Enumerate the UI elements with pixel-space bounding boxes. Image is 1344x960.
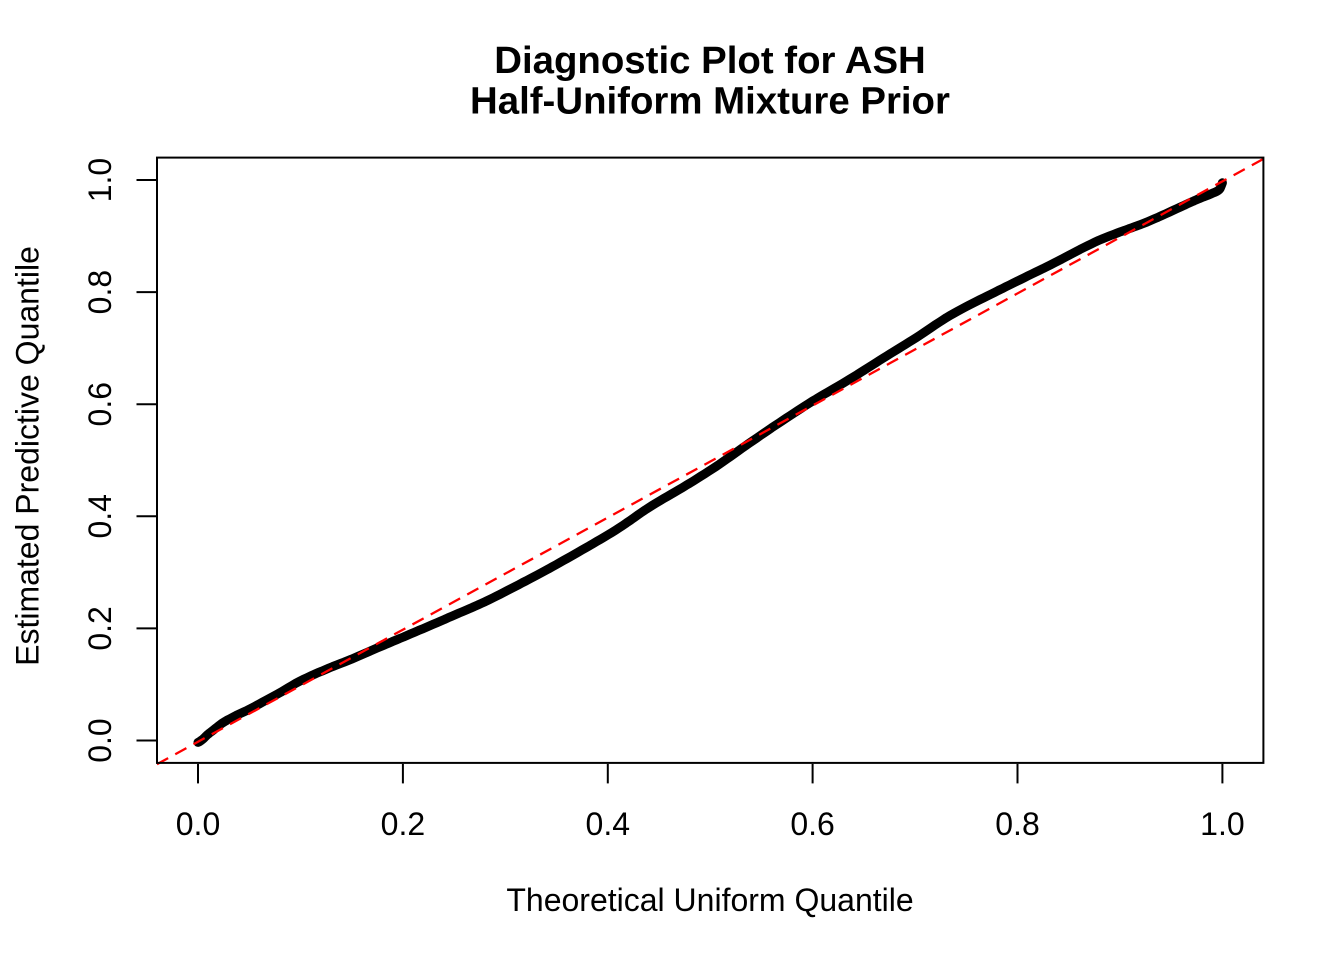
svg-text:0.8: 0.8	[82, 270, 118, 314]
svg-text:Diagnostic Plot for ASH: Diagnostic Plot for ASH	[494, 39, 926, 82]
svg-text:0.6: 0.6	[82, 382, 118, 426]
svg-text:Half-Uniform Mixture Prior: Half-Uniform Mixture Prior	[470, 80, 950, 123]
svg-text:0.2: 0.2	[82, 606, 118, 650]
svg-text:0.6: 0.6	[790, 806, 834, 842]
svg-text:Estimated Predictive Quantile: Estimated Predictive Quantile	[10, 246, 46, 666]
svg-text:0.2: 0.2	[381, 806, 425, 842]
svg-text:0.0: 0.0	[82, 718, 118, 762]
svg-text:0.4: 0.4	[586, 806, 630, 842]
svg-text:0.0: 0.0	[176, 806, 220, 842]
svg-text:1.0: 1.0	[82, 158, 118, 202]
svg-text:1.0: 1.0	[1200, 806, 1244, 842]
svg-text:0.4: 0.4	[82, 494, 118, 538]
svg-text:0.8: 0.8	[995, 806, 1039, 842]
svg-text:Theoretical Uniform Quantile: Theoretical Uniform Quantile	[506, 882, 913, 918]
